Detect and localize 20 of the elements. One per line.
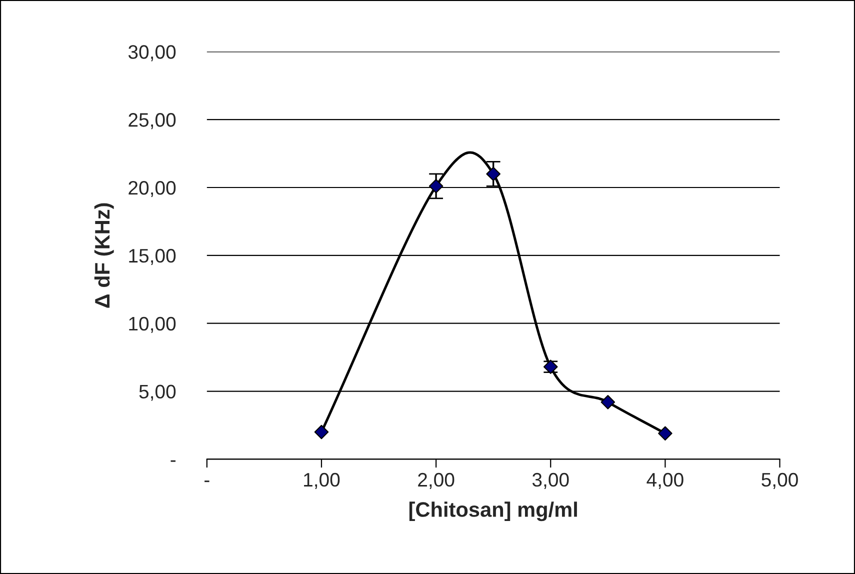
y-tick-label: 10,00 — [129, 316, 176, 333]
point — [486, 166, 500, 182]
point — [600, 395, 616, 410]
x-tick-label: 2,00 — [418, 472, 454, 489]
y-tick-label: 30,00 — [128, 45, 176, 62]
point — [314, 424, 329, 440]
point — [428, 179, 444, 194]
y-tick-label: 5,00 — [139, 384, 176, 401]
y-tick-label: 15,00 — [129, 248, 176, 265]
y-axis-title: Δ dF (KHz) — [94, 203, 114, 308]
point — [658, 426, 672, 441]
x-tick-label: 1,00 — [304, 472, 340, 489]
x-tick-label: 4,00 — [646, 472, 684, 489]
x-tick-label: 5,00 — [762, 472, 798, 489]
y-tick-label: 20,00 — [128, 180, 176, 198]
y-tick-label: 25,00 — [128, 113, 176, 130]
x-axis-title: [Chitosan] mg/ml — [409, 502, 577, 522]
y-tick-label: - — [170, 460, 176, 462]
x-tick-label: - — [204, 480, 210, 482]
x-tick-label: 3,00 — [532, 472, 569, 489]
